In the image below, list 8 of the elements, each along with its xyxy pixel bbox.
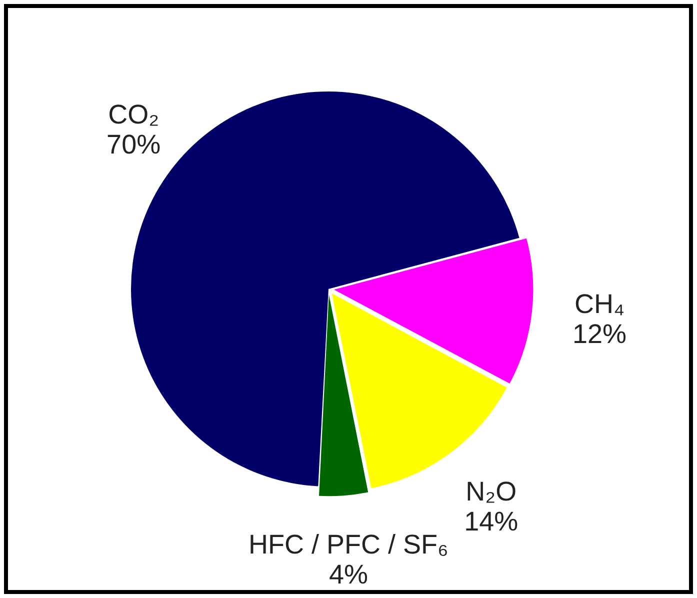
slice-label: CO₂ [108, 100, 160, 130]
data-label: 14% [464, 506, 518, 536]
data-label: 12% [572, 318, 627, 349]
slice-label: CH₄ [574, 288, 625, 319]
slice-label: HFC / PFC / SF₆ [248, 530, 448, 560]
data-label: 70% [106, 130, 161, 160]
slice-label: N₂O [466, 476, 517, 506]
data-label: 4% [328, 560, 368, 590]
